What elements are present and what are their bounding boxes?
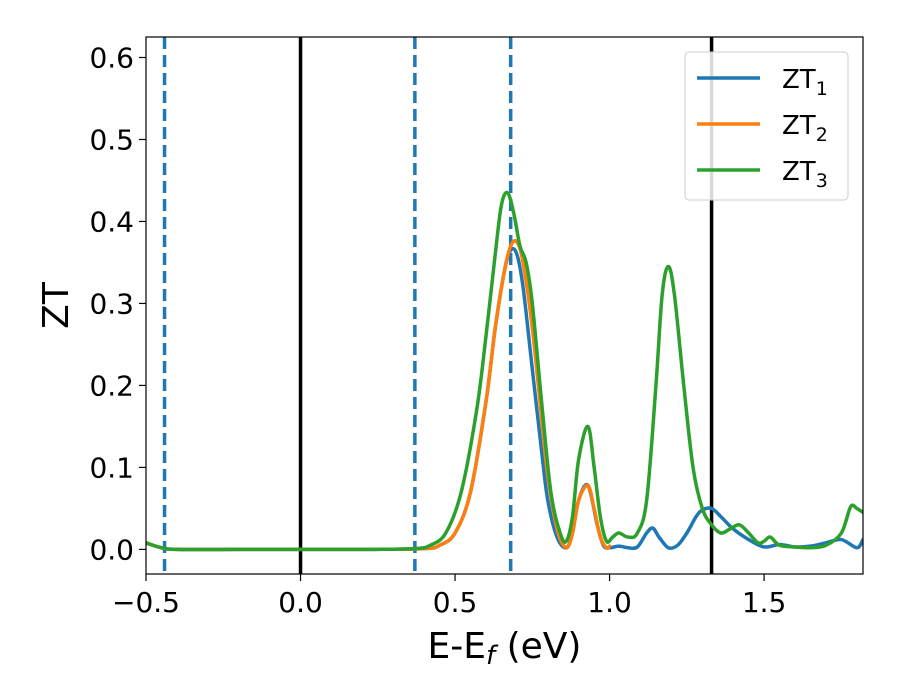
x-axis-ticks: −0.5 0.0 0.5 1.0 1.5 <box>112 574 786 619</box>
x-tick-label: 0.5 <box>433 586 478 619</box>
y-tick-label: 0.5 <box>89 123 134 156</box>
y-tick-label: 0.3 <box>89 287 134 320</box>
plot-frame <box>145 36 864 575</box>
x-tick-label: 0.0 <box>278 586 323 619</box>
legend-box <box>684 51 849 201</box>
vertical-reference-lines <box>162 37 714 574</box>
y-tick-label: 0.2 <box>89 369 134 402</box>
series-line-zt1 <box>146 246 863 552</box>
legend-entry-zt3: ZT3 <box>782 157 828 192</box>
series-line-zt3 <box>146 190 863 552</box>
x-tick-label: −0.5 <box>112 586 180 619</box>
x-tick-label: 1.0 <box>587 586 632 619</box>
legend-entry-zt2: ZT2 <box>782 111 828 146</box>
y-axis-title: ZT <box>36 281 77 329</box>
legend-entry-zt1: ZT1 <box>782 65 828 100</box>
y-tick-label: 0.1 <box>89 451 134 484</box>
y-tick-label: 0.6 <box>89 41 134 74</box>
y-tick-label: 0.0 <box>89 533 134 566</box>
series-lines <box>146 190 863 552</box>
legend: ZT1 ZT2 ZT3 <box>684 51 849 201</box>
x-tick-label: 1.5 <box>742 586 787 619</box>
x-axis-title: E-Ef (eV) <box>428 626 582 671</box>
y-axis-ticks: 0.0 0.1 0.2 0.3 0.4 0.5 0.6 <box>89 41 146 566</box>
y-tick-label: 0.4 <box>89 205 134 238</box>
